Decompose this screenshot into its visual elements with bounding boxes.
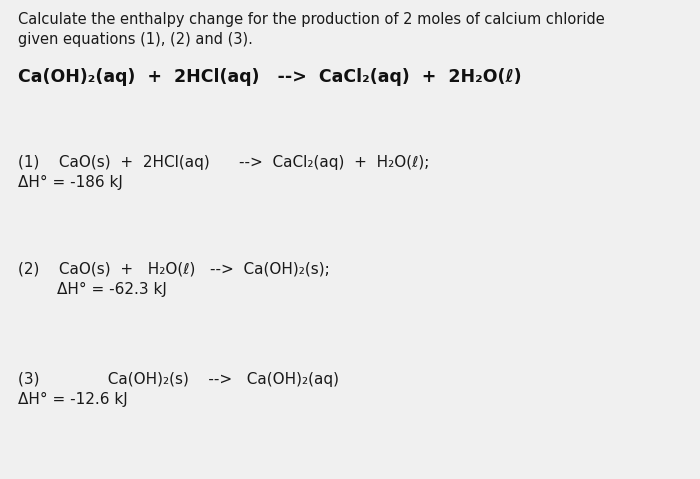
Text: (3)              Ca(OH)₂(s)    -->   Ca(OH)₂(aq): (3) Ca(OH)₂(s) --> Ca(OH)₂(aq)	[18, 372, 339, 387]
Text: ΔH° = -12.6 kJ: ΔH° = -12.6 kJ	[18, 392, 127, 407]
Text: ΔH° = -62.3 kJ: ΔH° = -62.3 kJ	[18, 282, 167, 297]
Text: given equations (1), (2) and (3).: given equations (1), (2) and (3).	[18, 32, 253, 47]
Text: ΔH° = -186 kJ: ΔH° = -186 kJ	[18, 175, 123, 190]
Text: Calculate the enthalpy change for the production of 2 moles of calcium chloride: Calculate the enthalpy change for the pr…	[18, 12, 605, 27]
Text: Ca(OH)₂(aq)  +  2HCl(aq)   -->  CaCl₂(aq)  +  2H₂O(ℓ): Ca(OH)₂(aq) + 2HCl(aq) --> CaCl₂(aq) + 2…	[18, 68, 522, 86]
Text: (1)    CaO(s)  +  2HCl(aq)      -->  CaCl₂(aq)  +  H₂O(ℓ);: (1) CaO(s) + 2HCl(aq) --> CaCl₂(aq) + H₂…	[18, 155, 429, 170]
Text: (2)    CaO(s)  +   H₂O(ℓ)   -->  Ca(OH)₂(s);: (2) CaO(s) + H₂O(ℓ) --> Ca(OH)₂(s);	[18, 262, 330, 277]
